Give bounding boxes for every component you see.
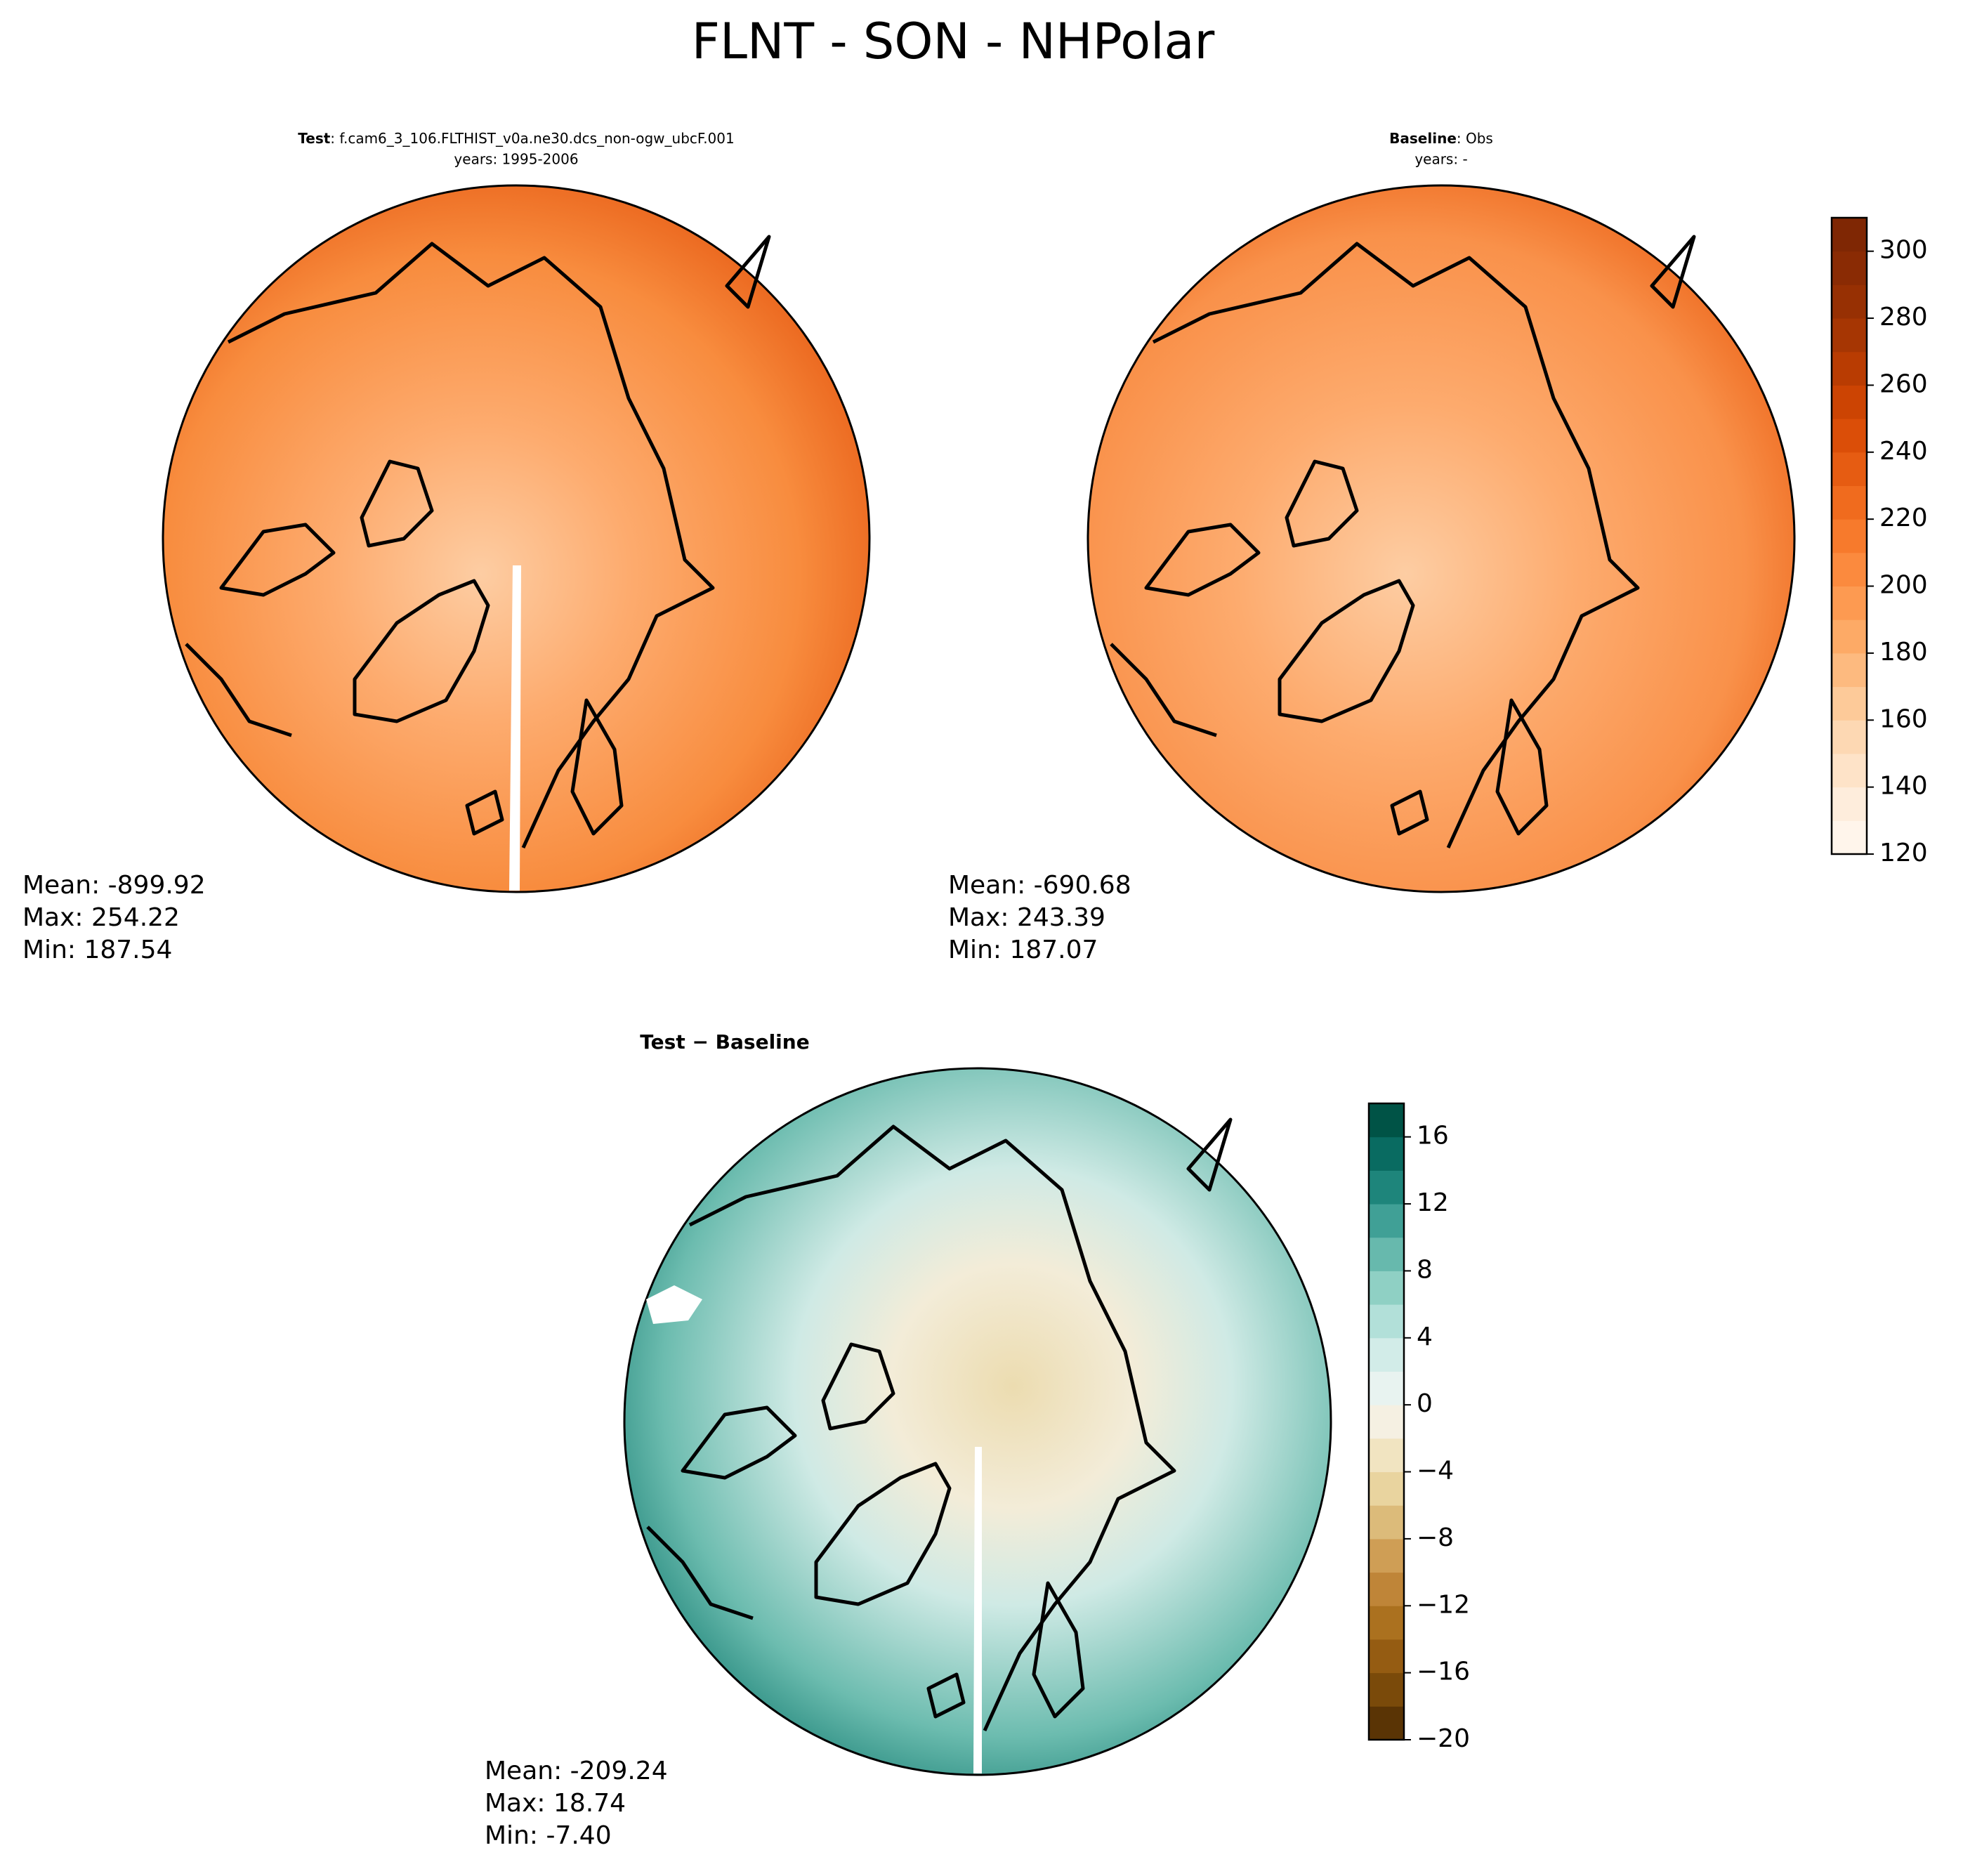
colorbar-band xyxy=(1832,619,1867,654)
map-panel xyxy=(162,184,871,893)
colorbar-band xyxy=(1369,1304,1404,1339)
colorbar-band xyxy=(1832,385,1867,419)
panel-subtitle: years: 1995-2006 xyxy=(454,151,578,168)
panel-stat: Min: 187.07 xyxy=(948,936,1098,964)
colorbar-band xyxy=(1832,318,1867,353)
colorbar-band xyxy=(1369,1405,1404,1439)
colorbar-frame xyxy=(1830,216,1868,855)
panel-title-bold: Test xyxy=(298,130,330,147)
colorbar-tick-label: 220 xyxy=(1879,504,1928,532)
panel-stat: Max: 254.22 xyxy=(22,903,180,932)
colorbar-band xyxy=(1369,1672,1404,1707)
colorbar-tick-label: 300 xyxy=(1879,236,1928,265)
map-gap xyxy=(973,1447,982,1773)
panel-title: Test: f.cam6_3_106.FLTHIST_v0a.ne30.dcs_… xyxy=(298,130,734,147)
panel-subtitle: years: - xyxy=(1414,151,1467,168)
colorbar-band xyxy=(1832,419,1867,453)
map-disc xyxy=(162,184,871,893)
colorbar-band xyxy=(1369,1337,1404,1372)
colorbar-tick-label: −12 xyxy=(1417,1590,1470,1619)
colorbar-tick-label: −16 xyxy=(1417,1658,1470,1686)
figure-title: FLNT - SON - NHPolar xyxy=(692,13,1215,70)
colorbar-tick-label: −20 xyxy=(1417,1724,1470,1753)
colorbar-tick-label: 260 xyxy=(1879,369,1928,398)
colorbar-tick-label: 280 xyxy=(1879,303,1928,332)
panel-title-rest: : Obs xyxy=(1457,130,1493,147)
map-disc xyxy=(623,1067,1332,1776)
colorbar-tick-label: 4 xyxy=(1417,1323,1433,1351)
panel-title: Baseline: Obs xyxy=(1389,130,1493,147)
colorbar-band xyxy=(1369,1237,1404,1271)
colorbar-tick-label: −4 xyxy=(1417,1457,1454,1485)
colorbar-band xyxy=(1369,1271,1404,1305)
colorbar-band xyxy=(1832,552,1867,587)
colorbar-band xyxy=(1832,586,1867,620)
colorbar-frame xyxy=(1367,1102,1405,1741)
colorbar-tick-label: 180 xyxy=(1879,638,1928,667)
map-gap xyxy=(509,565,521,891)
panel-stat: Min: 187.54 xyxy=(22,936,172,964)
colorbar-tick-label: 240 xyxy=(1879,437,1928,466)
panel-stat: Mean: -209.24 xyxy=(485,1757,668,1785)
colorbar-band xyxy=(1369,1606,1404,1640)
colorbar-tick-label: 8 xyxy=(1417,1255,1433,1284)
colorbar-band xyxy=(1369,1706,1404,1740)
colorbar-band xyxy=(1832,519,1867,553)
colorbar-band xyxy=(1369,1505,1404,1540)
colorbar-band xyxy=(1369,1204,1404,1238)
colorbar-band xyxy=(1832,351,1867,386)
colorbar-tick-label: 12 xyxy=(1417,1188,1449,1217)
map-panel xyxy=(1086,184,1796,893)
colorbar-band xyxy=(1832,485,1867,520)
panel-title-bold: Test − Baseline xyxy=(640,1030,809,1054)
colorbar-band xyxy=(1832,251,1867,285)
colorbar-band xyxy=(1832,787,1867,821)
colorbar-band xyxy=(1369,1371,1404,1405)
colorbar-band xyxy=(1369,1438,1404,1473)
colorbar-band xyxy=(1832,720,1867,754)
colorbar-tick-label: 140 xyxy=(1879,772,1928,801)
panel-stat: Min: -7.40 xyxy=(485,1821,612,1850)
map-gap xyxy=(646,1285,702,1324)
colorbar-tick-label: 120 xyxy=(1879,839,1928,867)
colorbar-band xyxy=(1369,1103,1404,1138)
colorbar-tick-label: 200 xyxy=(1879,571,1928,600)
panel-stat: Max: 18.74 xyxy=(485,1789,626,1818)
colorbar-tick-label: 160 xyxy=(1879,704,1928,733)
colorbar-band xyxy=(1369,1471,1404,1506)
colorbar-band xyxy=(1369,1639,1404,1674)
colorbar-band xyxy=(1832,452,1867,486)
map-disc xyxy=(1086,184,1796,893)
colorbar-band xyxy=(1832,218,1867,252)
colorbar-tick-label: −8 xyxy=(1417,1523,1454,1552)
panel-stat: Max: 243.39 xyxy=(948,903,1105,932)
panel-stat: Mean: -899.92 xyxy=(22,871,206,900)
panel-title-bold: Baseline xyxy=(1389,130,1457,147)
panel-stat: Mean: -690.68 xyxy=(948,871,1131,900)
colorbar-band xyxy=(1369,1136,1404,1171)
colorbar-tick-label: 16 xyxy=(1417,1122,1449,1150)
colorbar-band xyxy=(1369,1538,1404,1573)
colorbar-band xyxy=(1369,1170,1404,1205)
colorbar-band xyxy=(1832,753,1867,788)
colorbar-band xyxy=(1832,652,1867,688)
colorbar-tick-label: 0 xyxy=(1417,1389,1433,1418)
colorbar-band xyxy=(1832,686,1867,721)
colorbar-band xyxy=(1369,1572,1404,1606)
panel-title-rest: : f.cam6_3_106.FLTHIST_v0a.ne30.dcs_non-… xyxy=(330,130,734,147)
colorbar-band xyxy=(1832,284,1867,319)
panel-title: Test − Baseline xyxy=(640,1030,809,1054)
map-panel xyxy=(623,1067,1332,1776)
colorbar-band xyxy=(1832,820,1867,855)
